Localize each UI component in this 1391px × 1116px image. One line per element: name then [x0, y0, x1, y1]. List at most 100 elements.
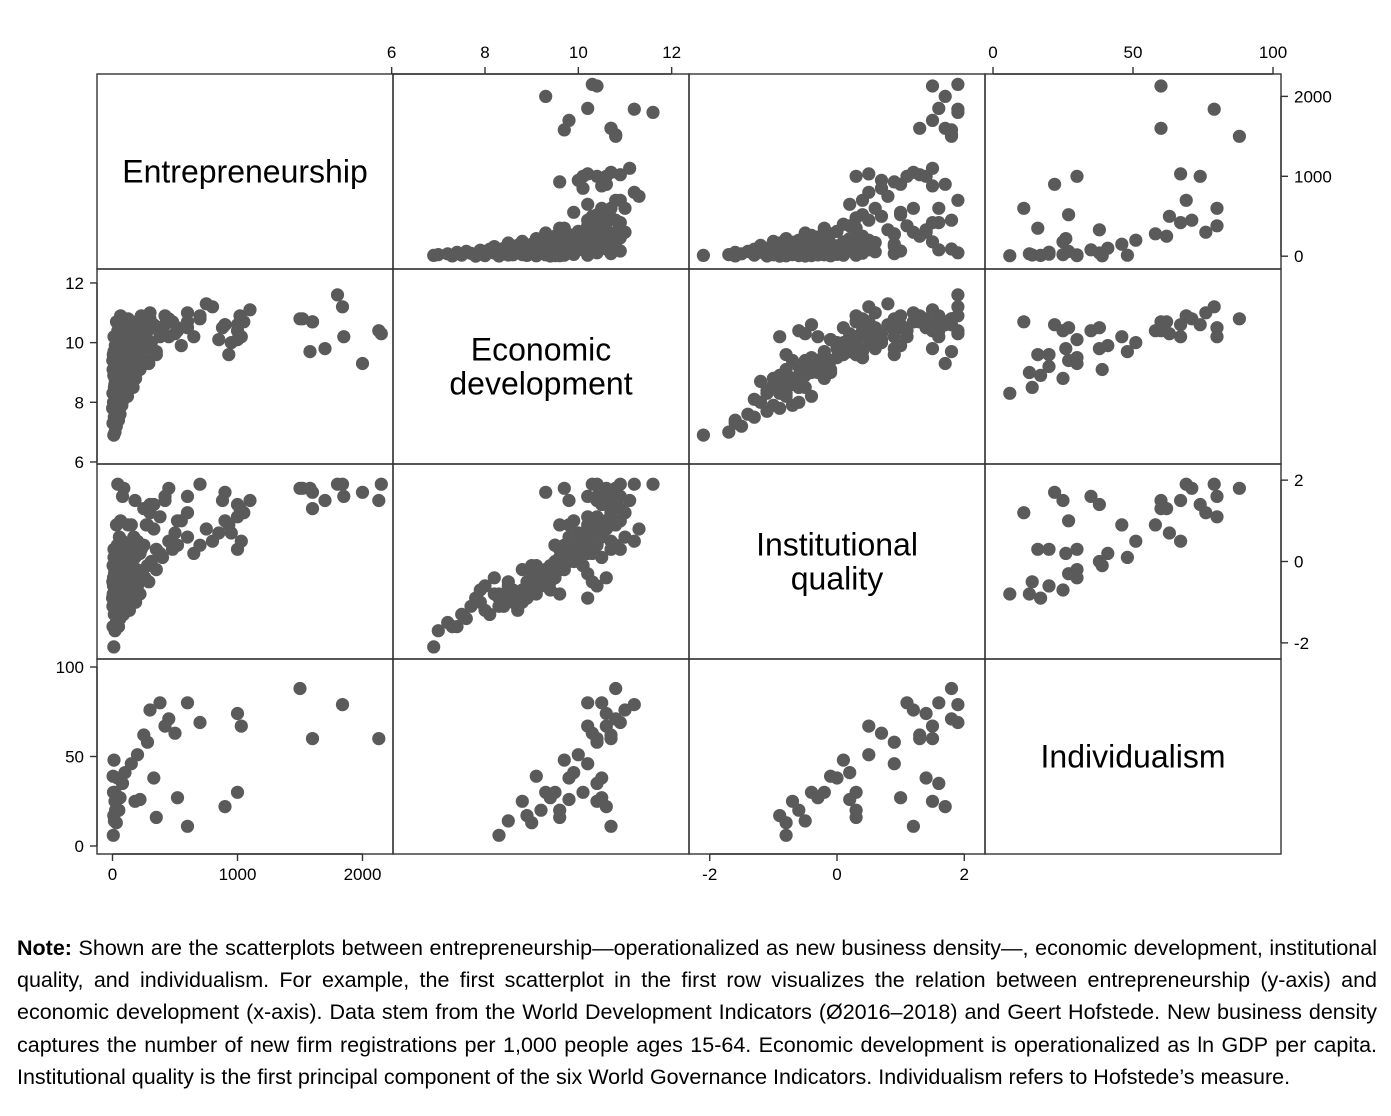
point-entrepreneurship-vs-institutional-quality — [938, 177, 952, 191]
point-entrepreneurship-vs-individualism — [1193, 169, 1207, 183]
point-entrepreneurship-vs-institutional-quality — [849, 247, 863, 261]
point-institutional-quality-vs-individualism — [1210, 510, 1224, 524]
point-individualism-vs-institutional-quality — [887, 757, 901, 771]
point-individualism-vs-entrepreneurship — [230, 706, 245, 721]
point-individualism-vs-economic-development — [539, 785, 553, 799]
point-institutional-quality-vs-individualism — [1031, 542, 1045, 556]
point-economic-development-vs-individualism — [1022, 365, 1036, 380]
point-individualism-vs-economic-development — [604, 728, 618, 742]
point-individualism-vs-entrepreneurship — [143, 703, 157, 717]
point-economic-development-vs-entrepreneurship — [106, 386, 120, 400]
point-entrepreneurship-vs-individualism — [1031, 221, 1045, 235]
point-institutional-quality-vs-individualism — [1174, 493, 1188, 508]
point-entrepreneurship-vs-individualism — [1070, 249, 1084, 263]
point-institutional-quality-vs-entrepreneurship — [193, 477, 207, 491]
tick-label-left-economic-development: 10 — [65, 334, 84, 353]
point-economic-development-vs-individualism — [1210, 330, 1224, 344]
point-economic-development-vs-institutional-quality — [887, 342, 901, 356]
point-institutional-quality-vs-economic-development — [590, 477, 604, 491]
point-institutional-quality-vs-economic-development — [487, 571, 501, 585]
point-entrepreneurship-vs-individualism — [1232, 129, 1246, 143]
point-individualism-vs-economic-development — [529, 769, 543, 783]
point-economic-development-vs-entrepreneurship — [137, 315, 151, 329]
point-economic-development-vs-institutional-quality — [938, 318, 952, 332]
point-entrepreneurship-vs-institutional-quality — [925, 113, 940, 127]
point-entrepreneurship-vs-individualism — [1034, 248, 1048, 262]
point-institutional-quality-vs-entrepreneurship — [337, 489, 351, 503]
point-individualism-vs-entrepreneurship — [170, 791, 185, 805]
point-individualism-vs-institutional-quality — [906, 703, 921, 717]
point-entrepreneurship-vs-economic-development — [646, 105, 660, 119]
point-economic-development-vs-entrepreneurship — [106, 351, 121, 365]
point-entrepreneurship-vs-institutional-quality — [951, 102, 965, 116]
point-economic-development-vs-individualism — [1129, 336, 1143, 350]
point-individualism-vs-entrepreneurship — [147, 771, 161, 785]
point-economic-development-vs-entrepreneurship — [335, 300, 350, 314]
point-economic-development-vs-institutional-quality — [760, 404, 774, 418]
point-individualism-vs-entrepreneurship — [137, 728, 151, 742]
point-economic-development-vs-individualism — [1162, 327, 1176, 341]
point-individualism-vs-economic-development — [492, 828, 506, 842]
point-economic-development-vs-institutional-quality — [773, 401, 787, 415]
point-economic-development-vs-entrepreneurship — [230, 318, 245, 332]
point-individualism-vs-economic-development — [609, 712, 623, 726]
point-institutional-quality-vs-entrepreneurship — [180, 506, 195, 520]
point-individualism-vs-economic-development — [548, 785, 562, 799]
diagonal-label-entrepreneurship: Entrepreneurship — [122, 154, 367, 190]
point-entrepreneurship-vs-individualism — [1062, 208, 1076, 222]
point-entrepreneurship-vs-economic-development — [590, 79, 604, 93]
point-institutional-quality-vs-entrepreneurship — [115, 489, 130, 503]
point-entrepreneurship-vs-economic-development — [613, 193, 627, 207]
point-economic-development-vs-individualism — [1095, 362, 1109, 377]
point-institutional-quality-vs-economic-development — [595, 514, 609, 528]
point-institutional-quality-vs-entrepreneurship — [137, 502, 151, 516]
point-entrepreneurship-vs-institutional-quality — [843, 197, 857, 211]
point-entrepreneurship-vs-economic-development — [581, 219, 595, 233]
point-institutional-quality-vs-individualism — [1059, 546, 1073, 561]
point-economic-development-vs-institutional-quality — [951, 288, 965, 302]
point-entrepreneurship-vs-institutional-quality — [779, 249, 793, 263]
point-individualism-vs-economic-development — [604, 819, 618, 833]
point-economic-development-vs-entrepreneurship — [293, 312, 307, 326]
point-economic-development-vs-entrepreneurship — [193, 309, 207, 323]
point-economic-development-vs-entrepreneurship — [303, 345, 317, 359]
point-entrepreneurship-vs-institutional-quality — [881, 189, 895, 203]
point-institutional-quality-vs-economic-development — [562, 546, 576, 561]
tick-label-bottom-entrepreneurship: 2000 — [344, 865, 382, 884]
point-entrepreneurship-vs-economic-development — [539, 89, 553, 103]
point-economic-development-vs-entrepreneurship — [115, 324, 130, 338]
tick-label-left-individualism: 100 — [56, 658, 84, 677]
point-economic-development-vs-individualism — [1092, 321, 1106, 335]
point-economic-development-vs-individualism — [1092, 342, 1106, 356]
point-economic-development-vs-institutional-quality — [862, 336, 876, 350]
point-institutional-quality-vs-entrepreneurship — [162, 481, 176, 495]
point-institutional-quality-vs-individualism — [1174, 534, 1188, 548]
point-entrepreneurship-vs-institutional-quality — [925, 179, 940, 193]
point-institutional-quality-vs-economic-development — [618, 506, 632, 520]
point-individualism-vs-economic-development — [618, 703, 632, 717]
point-entrepreneurship-vs-economic-development — [548, 249, 562, 263]
point-economic-development-vs-individualism — [1232, 312, 1246, 326]
point-entrepreneurship-vs-institutional-quality — [696, 248, 711, 262]
point-individualism-vs-economic-development — [557, 753, 571, 767]
point-entrepreneurship-vs-institutional-quality — [919, 169, 933, 183]
point-entrepreneurship-vs-institutional-quality — [932, 101, 946, 115]
point-economic-development-vs-institutional-quality — [773, 368, 787, 382]
point-individualism-vs-institutional-quality — [925, 794, 940, 808]
point-institutional-quality-vs-economic-development — [427, 640, 441, 654]
point-individualism-vs-economic-development — [562, 792, 576, 807]
point-individualism-vs-institutional-quality — [938, 800, 952, 814]
point-entrepreneurship-vs-individualism — [1048, 177, 1062, 191]
point-institutional-quality-vs-economic-development — [562, 493, 576, 508]
point-economic-development-vs-entrepreneurship — [337, 330, 351, 344]
point-institutional-quality-vs-entrepreneurship — [374, 477, 388, 491]
point-individualism-vs-institutional-quality — [925, 732, 940, 746]
point-institutional-quality-vs-individualism — [1207, 477, 1221, 491]
point-individualism-vs-institutional-quality — [874, 726, 889, 740]
point-institutional-quality-vs-entrepreneurship — [147, 497, 161, 512]
point-institutional-quality-vs-entrepreneurship — [187, 546, 201, 561]
point-economic-development-vs-institutional-quality — [938, 356, 952, 371]
point-entrepreneurship-vs-economic-development — [604, 201, 618, 215]
point-institutional-quality-vs-individualism — [1048, 485, 1062, 499]
point-institutional-quality-vs-individualism — [1056, 493, 1070, 508]
